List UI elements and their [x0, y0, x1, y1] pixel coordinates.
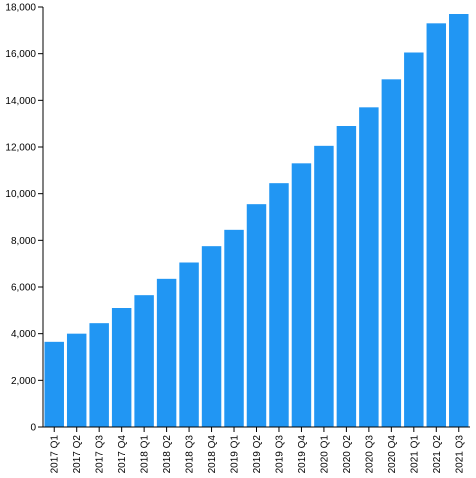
- x-tick-label: 2018 Q3: [185, 435, 196, 474]
- y-tick-label: 4,000: [11, 329, 36, 340]
- x-tick-label: 2020 Q1: [319, 435, 330, 474]
- bar-2020-q4: [381, 79, 402, 427]
- bar-2018-q3: [179, 262, 199, 427]
- x-tick-label: 2020 Q4: [387, 435, 398, 474]
- bar-2018-q2: [156, 278, 177, 427]
- bar-2018-q4: [201, 246, 222, 427]
- y-tick-label: 16,000: [5, 49, 36, 60]
- bars-group: [44, 14, 469, 428]
- y-axis: 0 2,000 4,000 6,000 8,000 10,000 12,000 14,000 1…: [5, 3, 44, 434]
- bar-2019-q2: [246, 204, 267, 427]
- bar-2019-q3: [269, 183, 289, 427]
- x-tick-label: 2019 Q2: [252, 435, 263, 474]
- bar-2021-q2: [426, 23, 447, 428]
- x-axis: 2017 Q1 2017 Q2 2017 Q3 2017 Q4 2018 Q1 2018 …: [43, 426, 470, 474]
- x-tick-label: 2018 Q4: [207, 435, 218, 474]
- bar-2021-q3: [449, 14, 469, 427]
- x-tick-label: 2021 Q2: [432, 435, 443, 474]
- bar-2017-q4: [111, 308, 132, 427]
- x-tick-label: 2021 Q3: [454, 435, 465, 474]
- x-tick-label: 2017 Q2: [72, 435, 83, 474]
- x-tick-label: 2019 Q3: [274, 435, 285, 474]
- bar-2019-q1: [224, 229, 244, 427]
- y-tick-label: 12,000: [5, 143, 36, 154]
- y-tick-label: 14,000: [5, 96, 36, 107]
- x-tick-label: 2017 Q4: [117, 435, 128, 474]
- x-tick-label: 2018 Q2: [162, 435, 173, 474]
- bar-2020-q2: [336, 126, 357, 427]
- bar-2017-q3: [89, 323, 109, 427]
- y-tick-label: 18,000: [5, 3, 36, 14]
- y-tick-label: 6,000: [11, 283, 36, 294]
- x-tick-label: 2017 Q3: [95, 435, 106, 474]
- x-tick-label: 2020 Q3: [364, 435, 375, 474]
- bar-2017-q1: [44, 341, 64, 427]
- x-tick-label: 2017 Q1: [50, 435, 61, 474]
- y-tick-label: 2,000: [11, 376, 36, 387]
- y-tick-label: 0: [30, 423, 36, 434]
- bar-2020-q1: [314, 145, 334, 427]
- x-tick-label: 2019 Q4: [297, 435, 308, 474]
- y-tick-label: 10,000: [5, 189, 36, 200]
- bar-2021-q1: [404, 52, 424, 427]
- x-tick-label: 2021 Q1: [409, 435, 420, 474]
- bar-2018-q1: [134, 295, 154, 427]
- bar-2020-q3: [359, 107, 379, 427]
- x-tick-label: 2018 Q1: [140, 435, 151, 474]
- x-tick-label: 2020 Q2: [342, 435, 353, 474]
- x-tick-label: 2019 Q1: [230, 435, 241, 474]
- y-tick-label: 8,000: [11, 236, 36, 247]
- bar-2017-q2: [66, 333, 87, 427]
- bar-2019-q4: [291, 163, 312, 427]
